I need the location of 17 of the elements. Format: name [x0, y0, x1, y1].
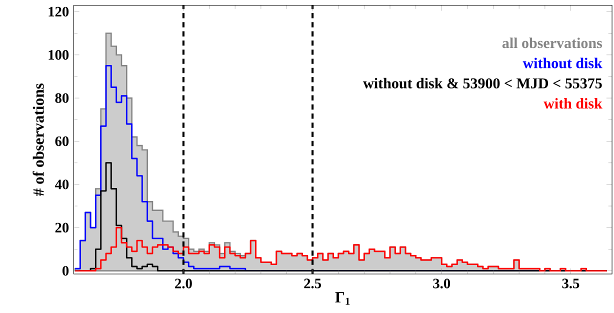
text: all observations	[502, 37, 602, 48]
y-tick-label: 40	[54, 180, 69, 190]
y-tick-label: 60	[55, 136, 69, 146]
y-tick-label: 0	[62, 266, 69, 276]
x-tick-label: 2.5	[304, 278, 321, 288]
x-tick-label: 3.0	[433, 278, 450, 288]
text: with disk	[544, 98, 602, 109]
y-axis-title: # of observations	[32, 83, 44, 196]
x-tick-label: 3.5	[562, 278, 580, 288]
text: without disk	[522, 58, 602, 68]
y-tick-label: 80	[55, 93, 69, 103]
y-tick-label: 100	[48, 50, 69, 60]
x-tick-label: 2.0	[175, 278, 192, 288]
y-tick-label: 20	[55, 222, 69, 232]
text: without disk & 53900 < MJD < 55375	[363, 78, 602, 88]
y-tick-label: 120	[48, 6, 69, 16]
x-axis-title: Γ$_{1}$	[335, 292, 350, 305]
